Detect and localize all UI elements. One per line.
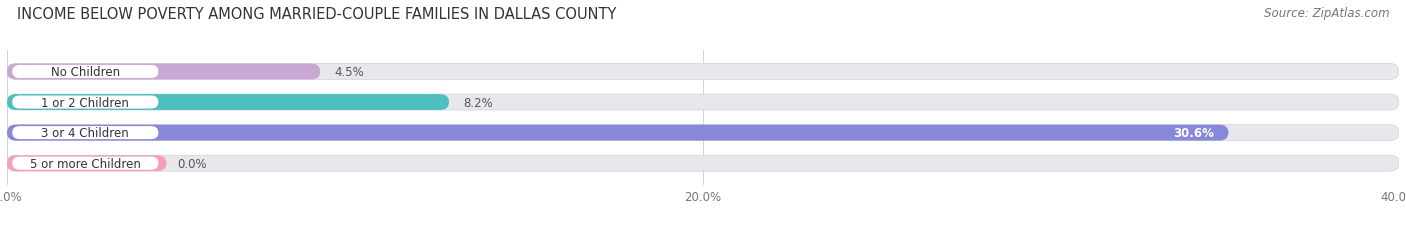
- FancyBboxPatch shape: [7, 64, 321, 80]
- FancyBboxPatch shape: [13, 66, 159, 79]
- FancyBboxPatch shape: [7, 155, 1399, 171]
- Text: 4.5%: 4.5%: [335, 66, 364, 79]
- FancyBboxPatch shape: [7, 125, 1229, 141]
- FancyBboxPatch shape: [7, 95, 449, 110]
- FancyBboxPatch shape: [7, 125, 1399, 141]
- Text: No Children: No Children: [51, 66, 120, 79]
- FancyBboxPatch shape: [7, 95, 1399, 110]
- Text: 5 or more Children: 5 or more Children: [30, 157, 141, 170]
- Text: 8.2%: 8.2%: [463, 96, 492, 109]
- Text: Source: ZipAtlas.com: Source: ZipAtlas.com: [1264, 7, 1389, 20]
- Text: 3 or 4 Children: 3 or 4 Children: [41, 127, 129, 140]
- Text: 1 or 2 Children: 1 or 2 Children: [41, 96, 129, 109]
- FancyBboxPatch shape: [13, 96, 159, 109]
- Text: 30.6%: 30.6%: [1174, 127, 1215, 140]
- FancyBboxPatch shape: [13, 157, 159, 170]
- FancyBboxPatch shape: [13, 127, 159, 140]
- Text: 0.0%: 0.0%: [177, 157, 207, 170]
- FancyBboxPatch shape: [7, 155, 166, 171]
- Text: INCOME BELOW POVERTY AMONG MARRIED-COUPLE FAMILIES IN DALLAS COUNTY: INCOME BELOW POVERTY AMONG MARRIED-COUPL…: [17, 7, 616, 22]
- FancyBboxPatch shape: [7, 64, 1399, 80]
